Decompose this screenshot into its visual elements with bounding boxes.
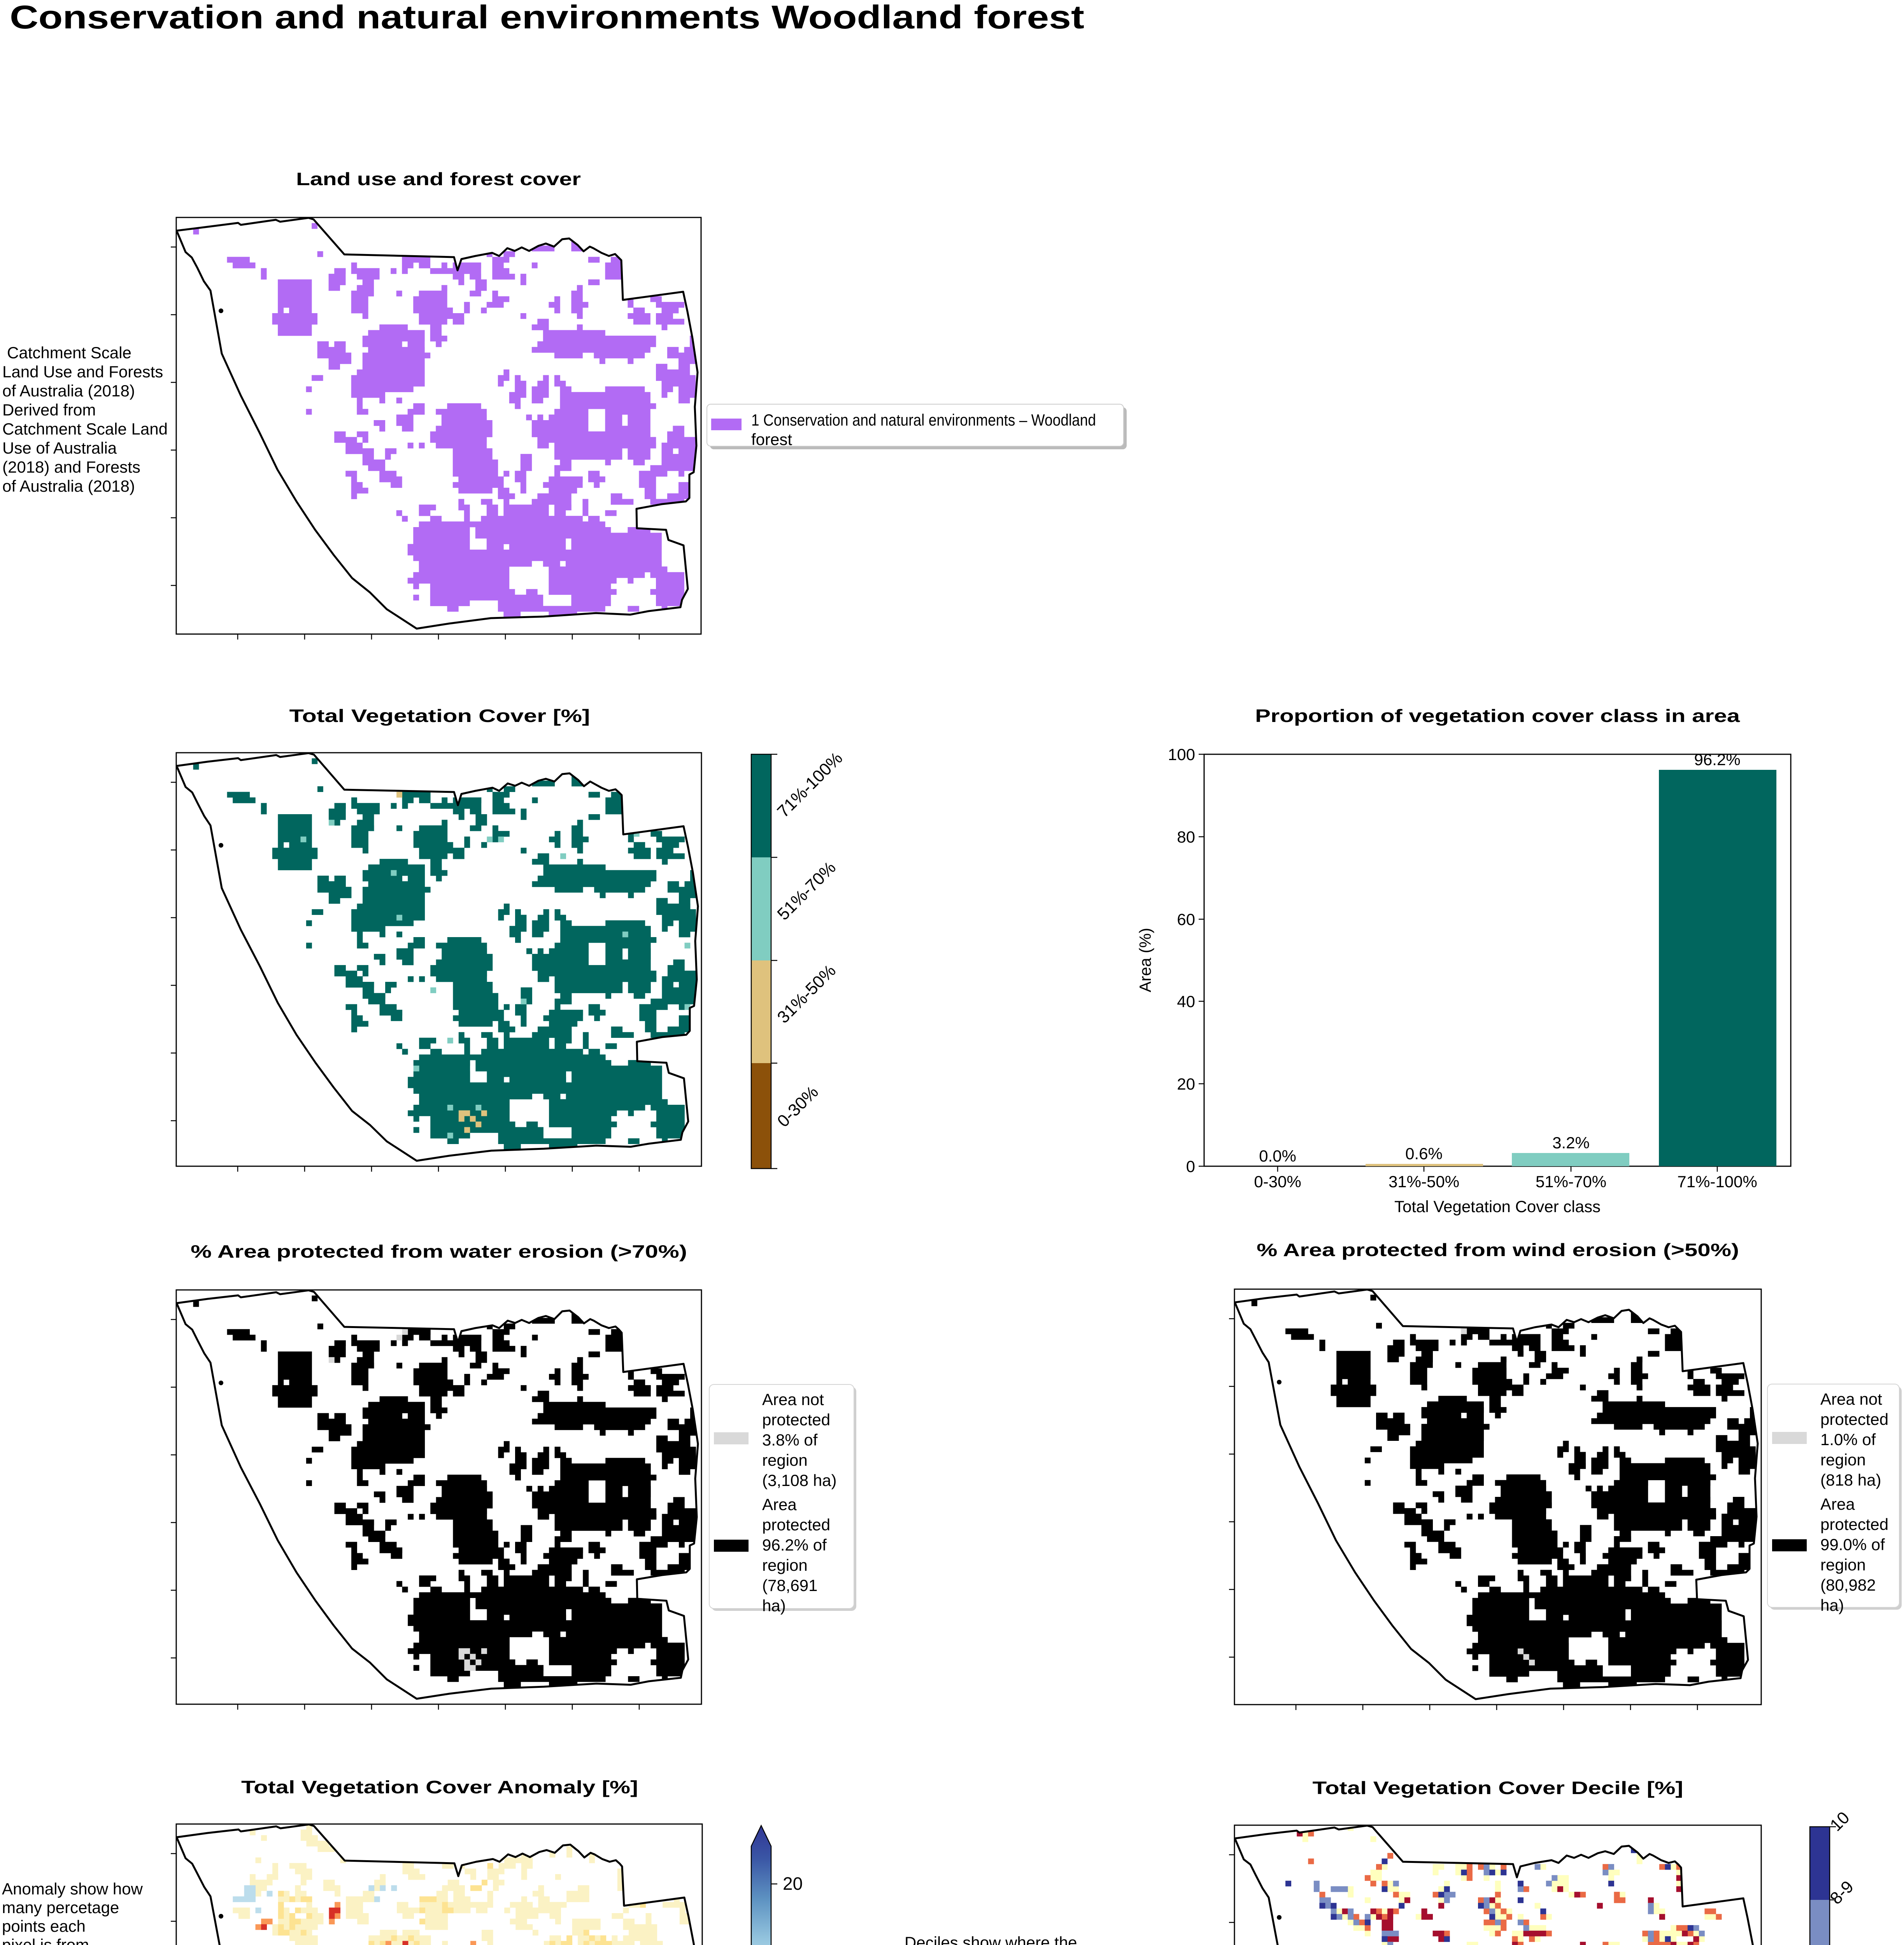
svg-text:protected: protected	[762, 1516, 830, 1534]
svg-text:Deciles show where the: Deciles show where the	[905, 1933, 1077, 1945]
svg-text:Catchment Scale Land: Catchment Scale Land	[2, 420, 168, 438]
svg-text:Area not: Area not	[762, 1390, 824, 1409]
svg-text:Proportion of vegetation cover: Proportion of vegetation cover class in …	[1255, 706, 1740, 726]
svg-text:of Australia (2018): of Australia (2018)	[2, 477, 135, 495]
svg-text:Conservation and natural envir: Conservation and natural environments Wo…	[10, 0, 1084, 35]
svg-text:0.0%: 0.0%	[1259, 1147, 1296, 1165]
svg-text:Total Vegetation Cover [%]: Total Vegetation Cover [%]	[289, 706, 590, 726]
svg-text:Anomaly show how: Anomaly show how	[2, 1880, 143, 1898]
svg-text:% Area protected from wind ero: % Area protected from wind erosion (>50%…	[1257, 1240, 1739, 1260]
svg-text:1.0% of: 1.0% of	[1820, 1430, 1876, 1449]
svg-text:96.2% of: 96.2% of	[762, 1536, 827, 1554]
svg-text:0: 0	[1186, 1157, 1195, 1176]
svg-text:many percetage: many percetage	[2, 1898, 119, 1917]
svg-text:60: 60	[1177, 910, 1195, 929]
svg-text:of Australia (2018): of Australia (2018)	[2, 382, 135, 400]
svg-text:(2018) and Forests: (2018) and Forests	[2, 458, 140, 476]
svg-text:region: region	[762, 1556, 808, 1574]
svg-text:region: region	[762, 1451, 808, 1469]
svg-text:(80,982: (80,982	[1820, 1576, 1876, 1594]
svg-text:(78,691: (78,691	[762, 1576, 817, 1595]
svg-text:51%-70%: 51%-70%	[1536, 1172, 1606, 1191]
svg-text:Derived from: Derived from	[2, 401, 96, 419]
svg-text:40: 40	[1177, 992, 1195, 1011]
svg-text:protected: protected	[1820, 1410, 1888, 1428]
svg-text:80: 80	[1177, 828, 1195, 846]
svg-text:3.8% of: 3.8% of	[762, 1431, 818, 1449]
svg-text:ha): ha)	[762, 1596, 786, 1615]
svg-text:Area (%): Area (%)	[1136, 928, 1154, 992]
svg-text:protected: protected	[1820, 1515, 1888, 1533]
svg-text:Catchment Scale: Catchment Scale	[7, 343, 131, 362]
svg-text:protected: protected	[762, 1411, 830, 1429]
svg-text:99.0% of: 99.0% of	[1820, 1535, 1885, 1554]
svg-text:Area: Area	[762, 1495, 797, 1514]
svg-text:96.2%: 96.2%	[1694, 750, 1740, 769]
svg-text:ha): ha)	[1820, 1596, 1844, 1614]
svg-text:3.2%: 3.2%	[1552, 1134, 1590, 1152]
svg-text:points each: points each	[2, 1917, 86, 1935]
svg-text:region: region	[1820, 1556, 1866, 1574]
svg-text:forest: forest	[751, 430, 792, 449]
svg-text:Area not: Area not	[1820, 1390, 1882, 1408]
svg-text:Total Vegetation Cover Decile: Total Vegetation Cover Decile [%]	[1313, 1778, 1683, 1798]
svg-text:Total Vegetation Cover Anomaly: Total Vegetation Cover Anomaly [%]	[241, 1777, 638, 1797]
svg-text:region: region	[1820, 1451, 1866, 1469]
svg-text:pixel is from: pixel is from	[2, 1936, 89, 1945]
svg-text:(3,108 ha): (3,108 ha)	[762, 1471, 836, 1489]
svg-text:Area: Area	[1820, 1495, 1855, 1513]
svg-text:20: 20	[783, 1873, 803, 1894]
svg-text:0-30%: 0-30%	[1254, 1172, 1301, 1191]
svg-text:31%-50%: 31%-50%	[1389, 1172, 1459, 1191]
svg-text:% Area protected from water er: % Area protected from water erosion (>70…	[191, 1241, 687, 1262]
svg-text:0.6%: 0.6%	[1405, 1144, 1443, 1163]
svg-text:Use of Australia: Use of Australia	[2, 439, 117, 457]
svg-text:1 Conservation and natural env: 1 Conservation and natural environments …	[751, 411, 1096, 429]
svg-text:20: 20	[1177, 1075, 1195, 1093]
svg-text:Land Use and Forests: Land Use and Forests	[2, 363, 163, 381]
svg-text:Total Vegetation Cover class: Total Vegetation Cover class	[1394, 1197, 1601, 1216]
svg-text:Land use and forest cover: Land use and forest cover	[296, 169, 581, 189]
svg-text:100: 100	[1168, 745, 1195, 764]
svg-text:(818 ha): (818 ha)	[1820, 1471, 1881, 1489]
svg-text:71%-100%: 71%-100%	[1677, 1172, 1757, 1191]
